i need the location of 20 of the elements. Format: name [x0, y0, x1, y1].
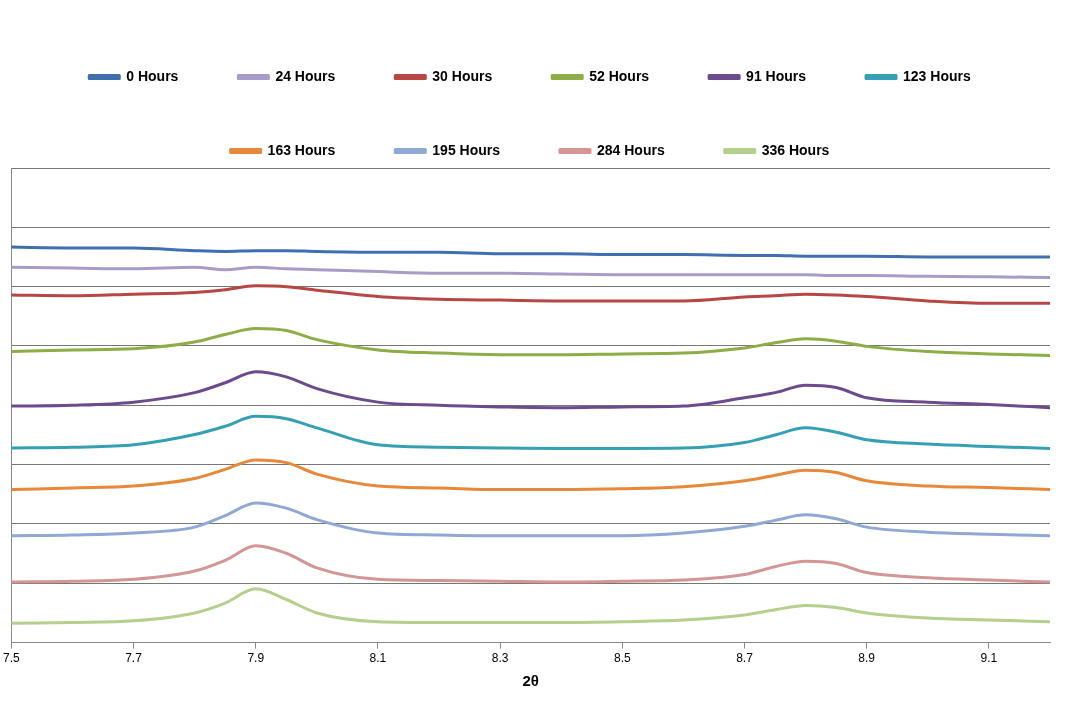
legend-label: 52 Hours	[589, 67, 650, 84]
x-tick-label: 7.7	[125, 651, 143, 666]
legend-label: 30 Hours	[432, 67, 493, 84]
legend-label: 336 Hours	[761, 141, 830, 158]
x-tick-label: 7.5	[3, 651, 20, 666]
x-tick-label: 9.1	[980, 651, 998, 666]
legend-label: 195 Hours	[432, 141, 501, 158]
legend-label: 24 Hours	[275, 67, 336, 84]
x-tick-label: 8.1	[369, 651, 387, 666]
x-axis-title: 2θ	[522, 672, 539, 690]
legend-label: 91 Hours	[746, 67, 807, 84]
x-tick-label: 8.3	[491, 651, 509, 666]
x-tick-label: 8.7	[736, 651, 754, 666]
legend-label: 123 Hours	[903, 67, 971, 84]
legend-label: 0 Hours	[126, 67, 179, 84]
x-tick-label: 8.5	[613, 651, 631, 666]
x-tick-label: 8.9	[858, 651, 876, 666]
x-tick-label: 7.9	[247, 651, 265, 666]
legend-label: 163 Hours	[267, 141, 336, 158]
legend-label: 284 Hours	[597, 141, 665, 158]
